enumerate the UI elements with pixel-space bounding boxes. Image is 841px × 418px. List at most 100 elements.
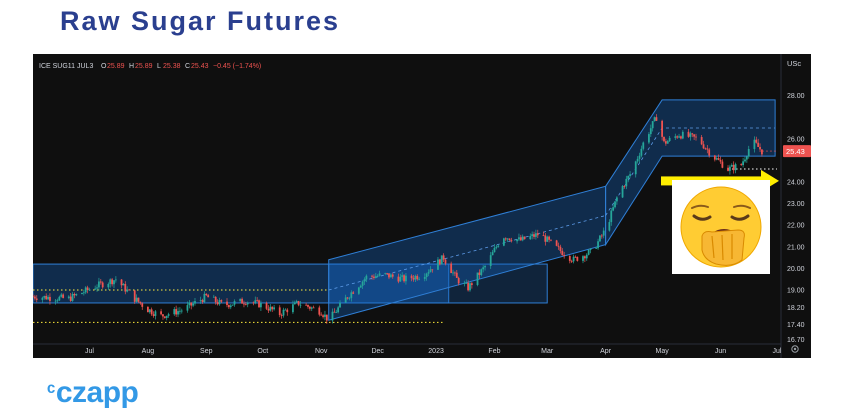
candle xyxy=(141,303,144,307)
candle xyxy=(729,166,731,171)
candle xyxy=(218,300,221,305)
x-tick-label: Apr xyxy=(600,348,612,355)
candle xyxy=(727,167,729,171)
candle xyxy=(587,250,590,255)
y-tick-label: 18.20 xyxy=(787,305,805,312)
candle xyxy=(416,275,419,280)
candle xyxy=(254,300,257,303)
candle xyxy=(282,309,285,316)
candle xyxy=(570,260,573,262)
candle xyxy=(101,282,104,288)
candle xyxy=(386,273,389,274)
chart-overlay-layer xyxy=(33,99,777,323)
candle xyxy=(621,186,624,198)
candle xyxy=(75,294,78,296)
candle xyxy=(568,256,571,261)
candle xyxy=(33,296,34,298)
candle xyxy=(265,302,268,309)
candle xyxy=(357,287,360,294)
candle xyxy=(120,279,123,286)
candle xyxy=(220,300,223,302)
candle xyxy=(58,296,61,301)
candle xyxy=(576,256,579,261)
candle xyxy=(676,136,679,138)
candle xyxy=(365,275,368,280)
x-tick-label: Jul xyxy=(85,348,94,355)
candle xyxy=(310,307,313,309)
candle xyxy=(201,300,204,303)
time-axis: Jul Aug Sep Oct Nov Dec 2023 Feb Mar Apr May Jun Jul xyxy=(33,343,782,355)
candle xyxy=(429,269,432,273)
candle xyxy=(516,239,518,242)
candle xyxy=(734,164,737,171)
candle xyxy=(535,233,537,237)
candle xyxy=(615,197,618,202)
y-tick-label: 16.70 xyxy=(787,337,805,344)
candle xyxy=(331,311,334,321)
legend-close-label: C xyxy=(185,63,190,70)
candle xyxy=(730,164,733,167)
candle xyxy=(88,289,91,291)
candle xyxy=(691,133,694,135)
candles-layer xyxy=(33,114,763,324)
candle xyxy=(135,297,138,302)
candle xyxy=(320,314,323,316)
candle xyxy=(194,301,196,304)
candle xyxy=(405,275,407,282)
price-chart[interactable]: ICE SUG11 JUL3 O 25.89 H 25.89 L 25.38 C… xyxy=(33,54,811,358)
brand-logo-mark: ᶜ xyxy=(47,378,55,403)
candle xyxy=(335,312,338,313)
candle xyxy=(359,285,362,288)
candle xyxy=(122,283,125,286)
candle xyxy=(431,269,434,271)
candle xyxy=(305,304,308,306)
candle xyxy=(506,238,509,240)
candle xyxy=(414,275,417,280)
candle xyxy=(273,307,275,310)
candle xyxy=(655,117,658,121)
candle xyxy=(533,234,535,237)
candle xyxy=(589,248,592,251)
candle xyxy=(681,131,684,139)
candle xyxy=(84,287,87,293)
candle xyxy=(167,314,170,316)
candle xyxy=(546,236,549,242)
candle xyxy=(111,279,114,285)
candle xyxy=(700,137,703,145)
candle xyxy=(214,296,217,303)
legend-high-label: H xyxy=(129,63,134,70)
candle xyxy=(56,300,59,302)
candle xyxy=(378,273,381,276)
currency-label[interactable]: USc xyxy=(787,59,801,68)
candle xyxy=(344,297,347,303)
legend-high-value: 25.89 xyxy=(135,63,153,70)
candle xyxy=(629,174,631,176)
candle xyxy=(668,137,671,142)
candle xyxy=(190,302,193,306)
candle xyxy=(753,139,756,150)
candle xyxy=(199,300,202,302)
candle xyxy=(62,294,65,298)
candle xyxy=(114,279,117,281)
candle xyxy=(179,310,181,312)
y-tick-label: 28.00 xyxy=(787,93,805,100)
candle xyxy=(284,309,287,311)
candle xyxy=(744,159,746,162)
legend-open-label: O xyxy=(101,63,107,70)
candle xyxy=(649,128,652,135)
legend-close-value: 25.43 xyxy=(191,63,209,70)
candle xyxy=(719,159,722,162)
candle xyxy=(137,297,140,302)
candle xyxy=(43,295,46,298)
last-price-label: 25.43 xyxy=(786,147,805,156)
candle xyxy=(715,158,718,160)
yawning-face-icon xyxy=(680,186,762,268)
candle xyxy=(418,278,421,280)
candle xyxy=(69,296,72,301)
candle xyxy=(312,307,315,309)
candle xyxy=(638,155,641,159)
settings-gear-icon[interactable] xyxy=(791,345,799,353)
candle xyxy=(241,298,243,304)
candle xyxy=(706,148,709,150)
candle xyxy=(425,273,428,278)
